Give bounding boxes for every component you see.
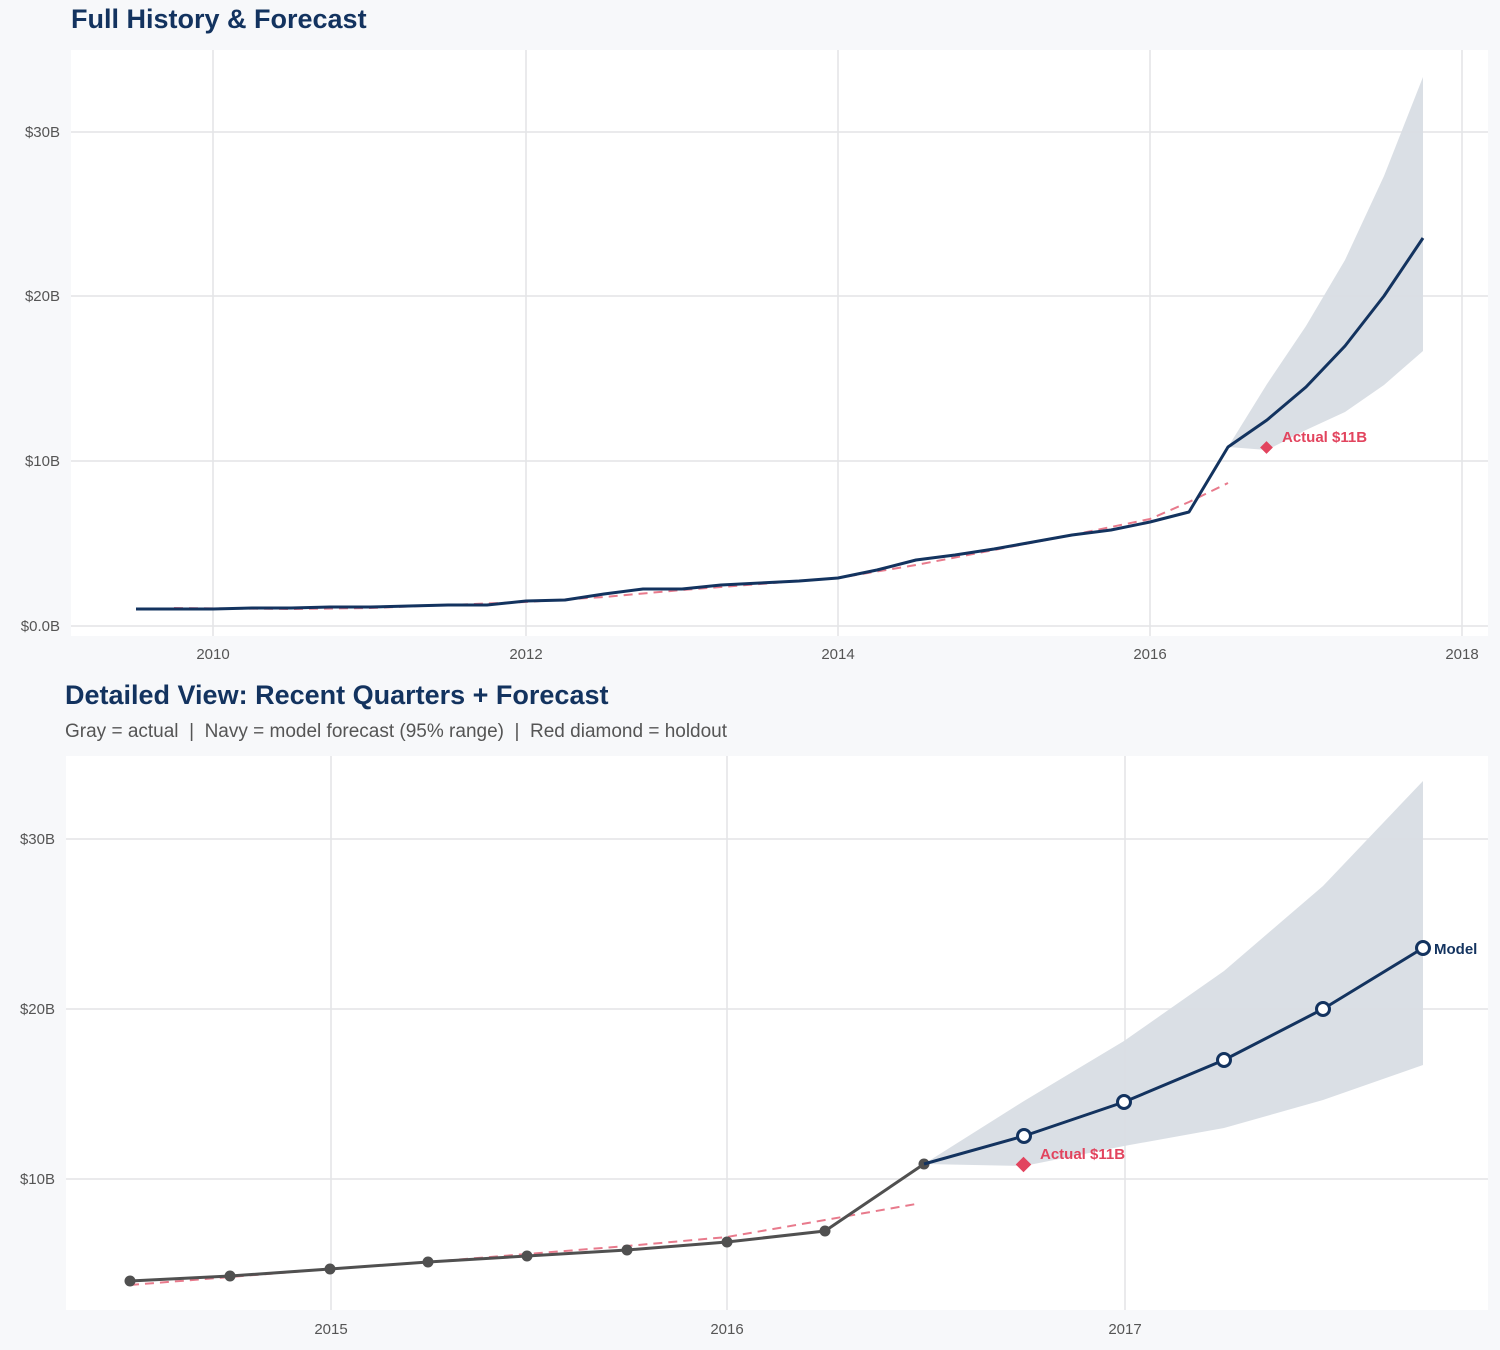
top-x-tick: 2018: [1445, 646, 1478, 663]
forecast-point: [1216, 1052, 1232, 1068]
actual-point: [621, 1244, 633, 1256]
bottom-y-tick: $30B: [20, 831, 55, 848]
bottom-gridlines: [66, 756, 1488, 1310]
top-y-tick: $20B: [25, 288, 60, 305]
top-y-tick: $10B: [25, 453, 60, 470]
forecast-point: [1016, 1128, 1032, 1144]
top-holdout-annotation: Actual $11B: [1282, 429, 1367, 446]
top-y-tick: $0.0B: [21, 618, 60, 635]
bottom-holdout-annotation: Actual $11B: [1040, 1146, 1125, 1163]
top-x-tick: 2014: [821, 646, 854, 663]
bottom-x-axis: 2015 2016 2017: [314, 1321, 1141, 1338]
bottom-holdout-diamond-icon: [1015, 1156, 1032, 1173]
top-gridlines: [71, 50, 1488, 636]
top-chart-title: Full History & Forecast: [71, 4, 367, 34]
top-y-tick: $30B: [25, 124, 60, 141]
top-x-axis: 2010 2012 2014 2016 2018: [196, 646, 1478, 663]
top-forecast-band: [1228, 77, 1423, 450]
bottom-forecast-band: [924, 781, 1423, 1166]
forecast-point: [1116, 1094, 1132, 1110]
top-chart: Actual $11B $0.0B $10B $20B $30B 2010 20…: [21, 50, 1488, 663]
actual-point: [521, 1250, 533, 1262]
bottom-y-tick: $10B: [20, 1171, 55, 1188]
actual-point: [721, 1236, 733, 1248]
actual-point: [422, 1256, 434, 1268]
bottom-x-tick: 2015: [314, 1321, 347, 1338]
bottom-y-tick: $20B: [20, 1001, 55, 1018]
bottom-x-tick: 2016: [710, 1321, 743, 1338]
top-plot-area: [71, 50, 1488, 636]
actual-point: [124, 1275, 136, 1287]
top-y-axis: $0.0B $10B $20B $30B: [21, 124, 60, 635]
bottom-trend-dashed-line: [129, 1203, 917, 1286]
forecast-point: [1415, 940, 1431, 956]
bottom-chart-title: Detailed View: Recent Quarters + Forecas…: [65, 680, 609, 710]
bottom-plot-area: [66, 756, 1488, 1310]
top-x-tick: 2010: [196, 646, 229, 663]
top-x-tick: 2016: [1133, 646, 1166, 663]
actual-point: [918, 1158, 930, 1170]
bottom-y-axis: $10B $20B $30B: [20, 831, 55, 1188]
actual-point: [819, 1225, 831, 1237]
bottom-forecast-points: [1016, 940, 1431, 1144]
bottom-forecast-navy-line: [923, 946, 1424, 1166]
bottom-x-tick: 2017: [1108, 1321, 1141, 1338]
forecast-point: [1315, 1001, 1331, 1017]
bottom-actual-gray-line: [129, 1162, 925, 1283]
actual-point: [224, 1270, 236, 1282]
top-navy-history-line: [136, 237, 1425, 611]
bottom-model-annotation: Model: [1434, 941, 1477, 958]
bottom-chart-subtitle: Gray = actual | Navy = model forecast (9…: [65, 721, 728, 742]
bottom-actual-points: [124, 1158, 930, 1287]
top-x-tick: 2012: [509, 646, 542, 663]
actual-point: [324, 1263, 336, 1275]
